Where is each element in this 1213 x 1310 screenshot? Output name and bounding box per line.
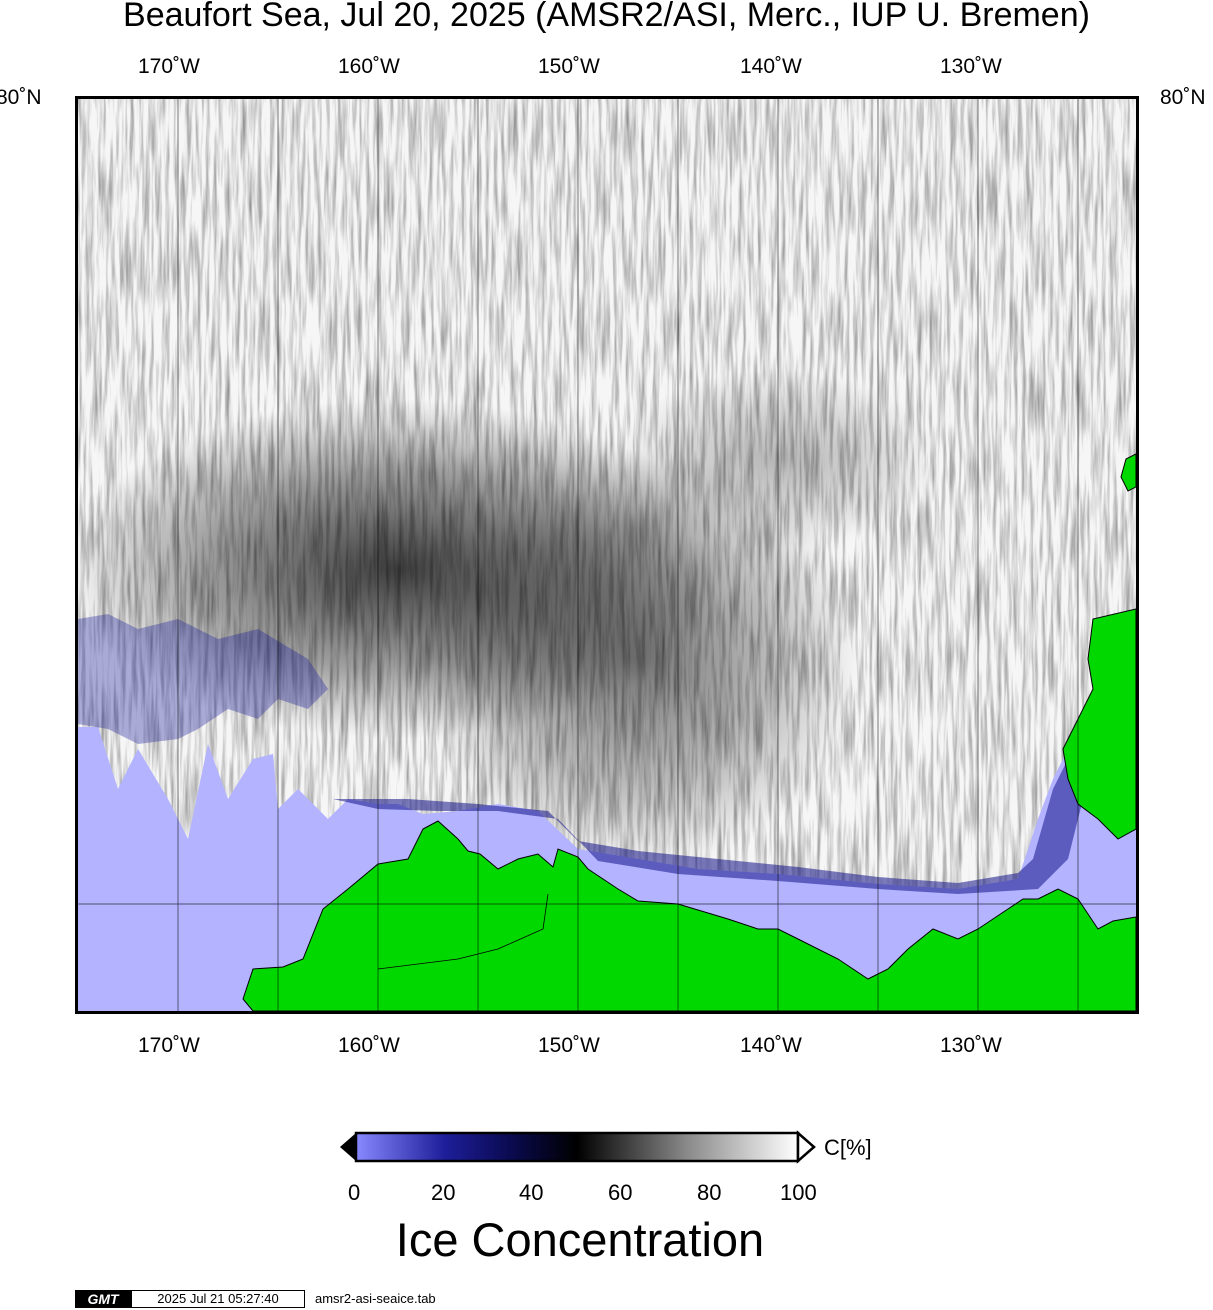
colorbar-unit: C[%]	[824, 1135, 872, 1160]
colorbar-tick: 80	[697, 1180, 722, 1205]
sea-ice-map	[75, 96, 1139, 1014]
gmt-logo: GMT	[75, 1290, 131, 1308]
colorbar-tick: 0	[348, 1180, 361, 1205]
colorbar-tick: 60	[608, 1180, 633, 1205]
lat-label-left-80n: 80˚N	[0, 86, 42, 109]
lon-label-bottom-140w: 140˚W	[740, 1034, 802, 1057]
timestamp: 2025 Jul 21 05:27:40	[131, 1290, 305, 1308]
lon-label-bottom-160w: 160˚W	[338, 1034, 400, 1057]
filename: amsr2-asi-seaice.tab	[315, 1291, 436, 1306]
lon-label-top-130w: 130˚W	[940, 55, 1002, 78]
banks-island	[1062, 608, 1136, 840]
map-title: Beaufort Sea, Jul 20, 2025 (AMSR2/ASI, M…	[123, 0, 1090, 34]
low-concentration-zone	[418, 449, 858, 869]
colorbar	[340, 1130, 816, 1164]
lon-label-bottom-130w: 130˚W	[940, 1034, 1002, 1057]
colorbar-title: Ice Concentration	[395, 1213, 765, 1266]
colorbar-min-triangle	[340, 1133, 356, 1161]
lon-label-top-160w: 160˚W	[338, 55, 400, 78]
lon-label-top-140w: 140˚W	[740, 55, 802, 78]
colorbar-max-triangle	[796, 1130, 816, 1164]
graticule	[78, 99, 1136, 1011]
sea-ice-map-canvas	[78, 99, 1136, 1011]
ice-edge	[333, 749, 1083, 894]
marginal-ice-zone	[78, 614, 328, 744]
colorbar-tick: 40	[519, 1180, 544, 1205]
lon-label-top-170w: 170˚W	[138, 55, 200, 78]
border-line	[377, 893, 549, 970]
small-island	[1120, 453, 1136, 492]
colorbar-tick: 20	[431, 1180, 456, 1205]
lon-label-bottom-150w: 150˚W	[538, 1034, 600, 1057]
colorbar-scale	[354, 1131, 800, 1163]
lon-label-bottom-170w: 170˚W	[138, 1034, 200, 1057]
colorbar-tick: 100	[780, 1180, 817, 1205]
lat-label-right-80n: 80˚N	[1160, 86, 1206, 109]
lon-label-top-150w: 150˚W	[538, 55, 600, 78]
